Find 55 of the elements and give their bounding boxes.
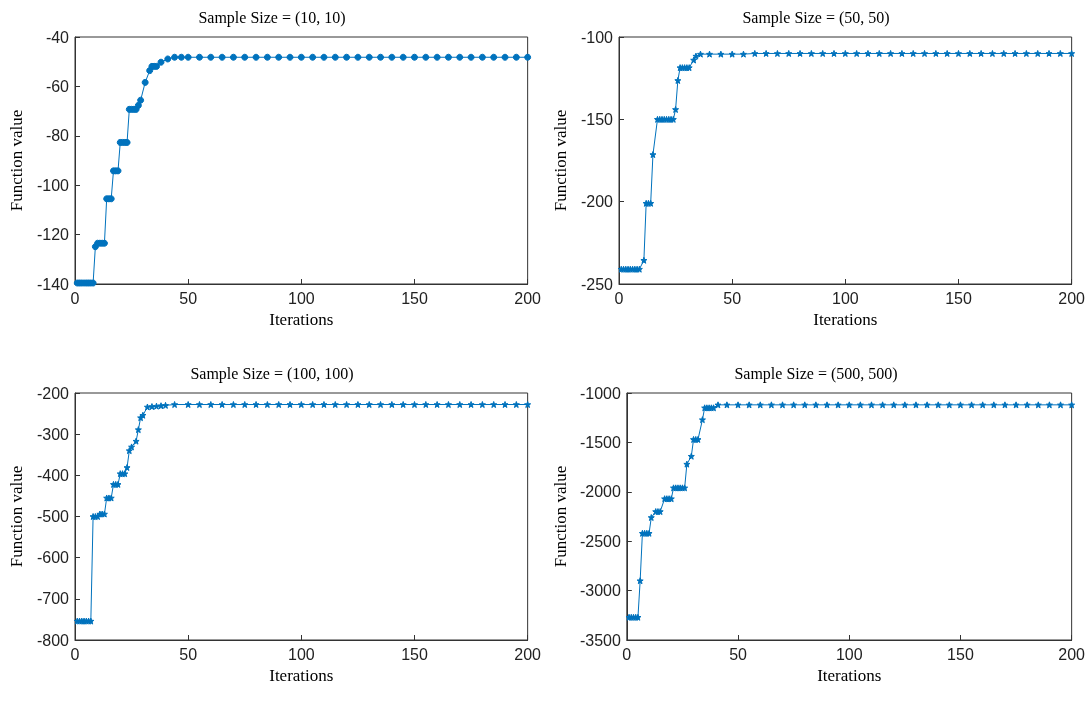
- x-tick-label: 200: [1058, 289, 1086, 307]
- x-tick-label: 150: [401, 289, 428, 307]
- x-tick-label: 100: [287, 289, 315, 307]
- x-axis-title: Iterations: [269, 665, 334, 685]
- y-tick-label: -800: [36, 631, 70, 649]
- x-axis-title: Iterations: [817, 665, 882, 685]
- x-axis-title: Iterations: [813, 309, 878, 329]
- y-axis-title: Function value: [551, 465, 570, 568]
- y-tick-label: -140: [36, 275, 70, 293]
- x-tick-label: 150: [947, 645, 974, 663]
- y-tick-label: -60: [45, 77, 70, 95]
- chart-title: Sample Size = (500, 500): [734, 364, 898, 383]
- x-tick-label: 50: [723, 289, 742, 307]
- x-tick-label: 200: [514, 645, 542, 663]
- y-axis-title: Function value: [551, 109, 570, 212]
- y-tick-label: -3500: [579, 631, 621, 649]
- x-tick-label: 100: [287, 645, 315, 663]
- y-axis-title: Function value: [7, 465, 26, 568]
- x-tick-label: 200: [514, 289, 542, 307]
- chart-title: Sample Size = (50, 50): [742, 8, 890, 27]
- y-axis-title: Function value: [7, 109, 26, 212]
- y-tick-label: -40: [45, 28, 70, 46]
- y-tick-label: -100: [580, 28, 614, 46]
- x-tick-label: 0: [70, 645, 80, 663]
- y-tick-label: -120: [36, 226, 70, 244]
- y-tick-label: -400: [36, 466, 70, 484]
- y-tick-label: -2000: [579, 483, 621, 501]
- x-tick-label: 100: [835, 645, 863, 663]
- y-tick-label: -1000: [579, 384, 621, 402]
- x-tick-label: 0: [614, 289, 624, 307]
- y-tick-label: -250: [580, 275, 614, 293]
- x-tick-label: 0: [70, 289, 80, 307]
- x-tick-label: 100: [831, 289, 859, 307]
- y-tick-label: -1500: [579, 433, 621, 451]
- y-tick-label: -150: [580, 110, 614, 128]
- x-axis-title: Iterations: [269, 309, 334, 329]
- y-tick-label: -200: [580, 193, 614, 211]
- y-tick-label: -80: [45, 127, 70, 145]
- y-tick-label: -600: [36, 549, 70, 567]
- y-tick-label: -200: [36, 384, 70, 402]
- x-tick-label: 50: [179, 645, 198, 663]
- x-tick-label: 200: [1058, 645, 1086, 663]
- x-tick-label: 50: [729, 645, 748, 663]
- y-tick-label: -3000: [579, 582, 621, 600]
- y-tick-label: -700: [36, 590, 70, 608]
- y-tick-label: -500: [36, 508, 70, 525]
- x-tick-label: 0: [622, 645, 632, 663]
- x-tick-label: 150: [945, 289, 972, 307]
- y-tick-label: -2500: [579, 532, 621, 550]
- x-tick-label: 50: [179, 289, 198, 307]
- y-tick-label: -300: [36, 425, 70, 443]
- y-tick-label: -100: [36, 176, 70, 194]
- x-tick-label: 150: [401, 645, 428, 663]
- chart-title: Sample Size = (100, 100): [190, 364, 354, 383]
- chart-title: Sample Size = (10, 10): [198, 8, 346, 27]
